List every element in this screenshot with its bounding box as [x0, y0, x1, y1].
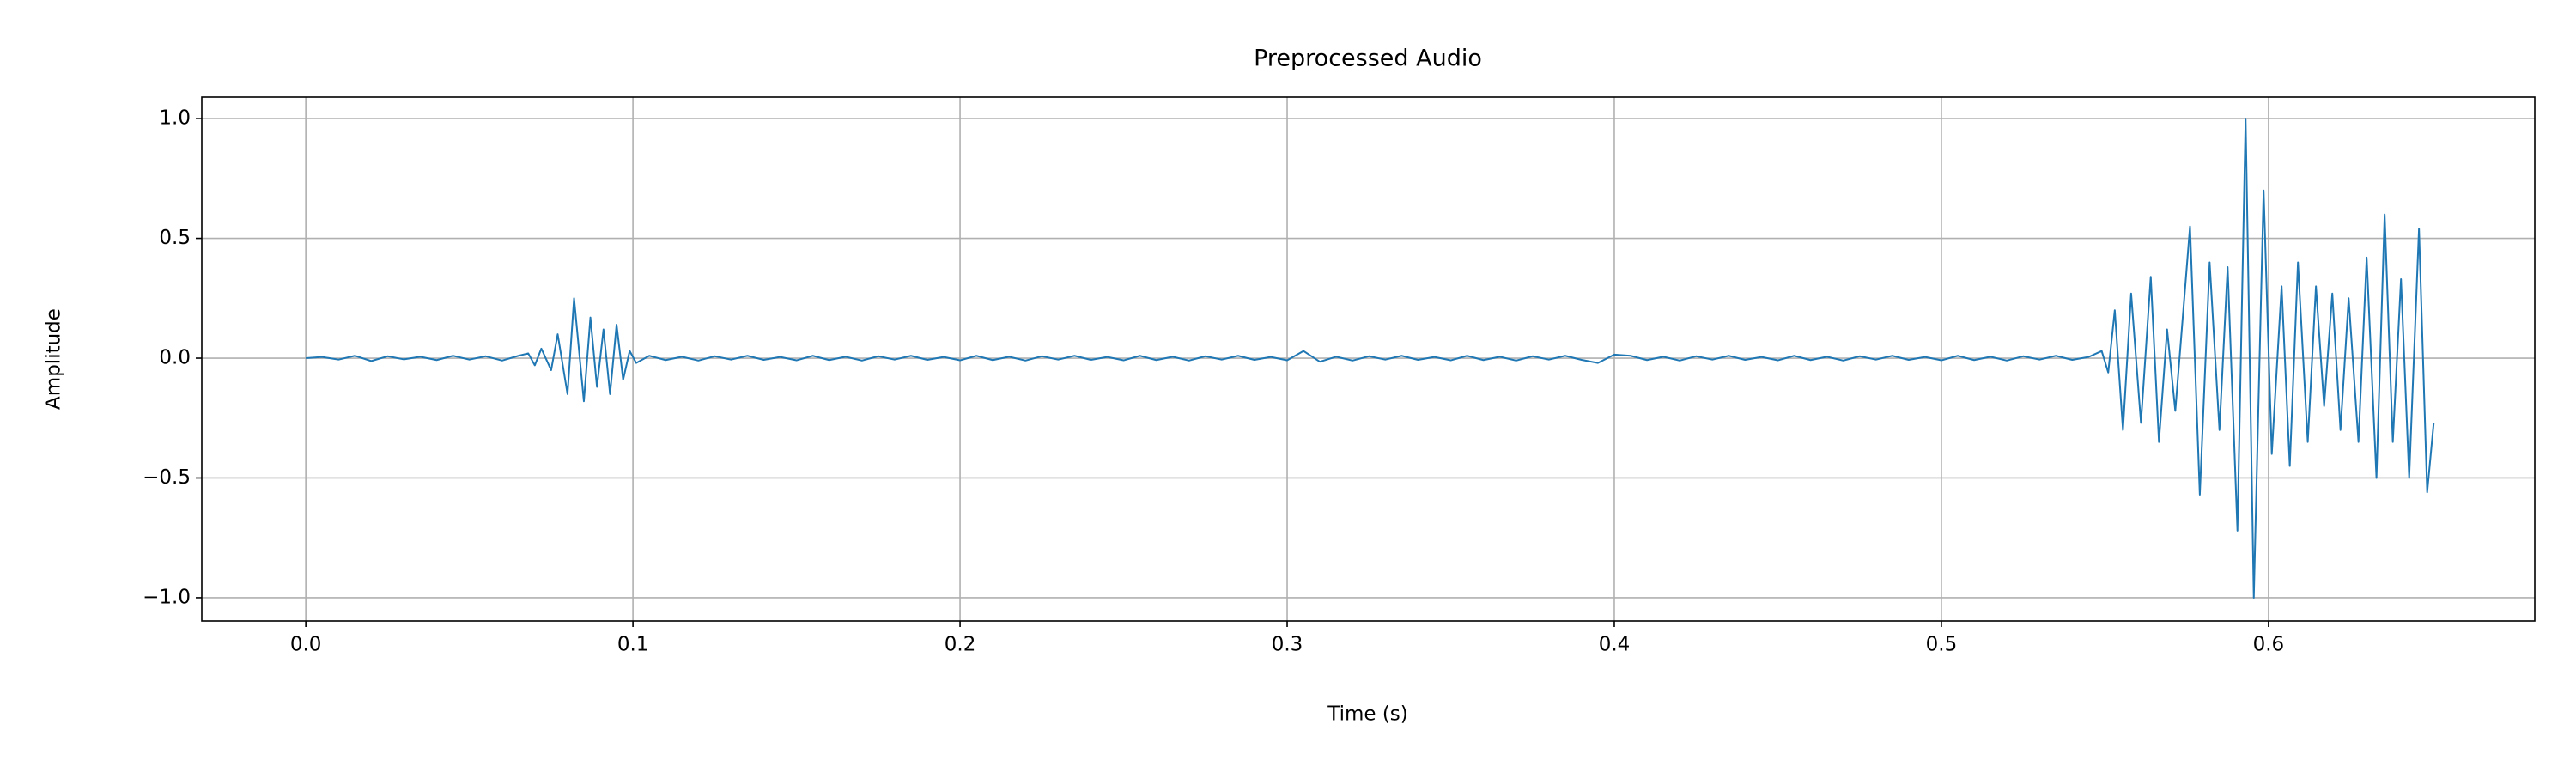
y-tick-label: −0.5 — [143, 466, 191, 489]
y-tick-label: −1.0 — [143, 586, 191, 608]
plot-frame — [201, 96, 2536, 622]
x-tick-label: 0.0 — [290, 634, 322, 656]
x-tick-label: 0.5 — [1926, 634, 1958, 656]
waveform-line — [306, 118, 2435, 599]
y-axis-label: Amplitude — [43, 308, 65, 410]
y-tick-label: 0.5 — [159, 227, 191, 249]
x-tick-label: 0.1 — [617, 634, 649, 656]
y-tick-label: 0.0 — [159, 347, 191, 369]
chart-title: Preprocessed Audio — [1254, 46, 1482, 72]
x-tick-label: 0.6 — [2253, 634, 2285, 656]
x-axis-label: Time (s) — [1327, 703, 1408, 726]
x-tick-label: 0.4 — [1599, 634, 1631, 656]
x-tick-label: 0.3 — [1272, 634, 1303, 656]
y-tick-label: 1.0 — [159, 107, 191, 130]
x-tick-label: 0.2 — [945, 634, 976, 656]
